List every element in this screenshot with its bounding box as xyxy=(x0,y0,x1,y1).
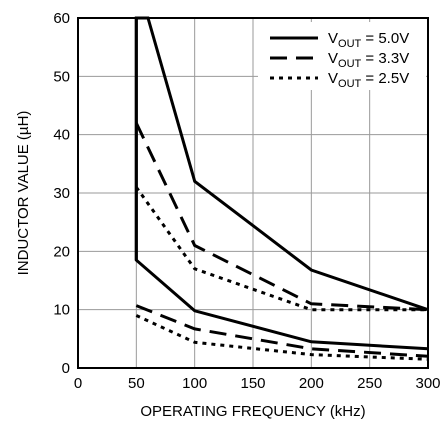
x-tick-label: 100 xyxy=(182,375,207,392)
legend-background xyxy=(258,22,426,90)
x-axis-label: OPERATING FREQUENCY (kHz) xyxy=(140,403,365,420)
y-tick-label: 30 xyxy=(53,185,70,202)
x-tick-label: 0 xyxy=(74,375,82,392)
y-tick-labels: 0 10 20 30 40 50 60 xyxy=(53,10,70,377)
x-tick-label: 50 xyxy=(128,375,145,392)
y-tick-label: 10 xyxy=(53,302,70,319)
series-line-2-lower xyxy=(135,304,429,358)
y-tick-label: 60 xyxy=(53,10,70,27)
x-tick-label: 300 xyxy=(415,375,440,392)
y-axis-label: INDUCTOR VALUE (µH) xyxy=(15,111,32,276)
x-tick-label: 250 xyxy=(357,375,382,392)
legend-label: VOUT = 2.5V xyxy=(328,70,409,90)
y-tick-label: 40 xyxy=(53,127,70,144)
x-tick-label: 200 xyxy=(299,375,324,392)
y-tick-label: 20 xyxy=(53,243,70,260)
legend-label: VOUT = 5.0V xyxy=(328,30,409,50)
y-tick-label: 0 xyxy=(62,360,70,377)
y-tick-label: 50 xyxy=(53,68,70,85)
series-line-1-lower xyxy=(134,18,429,351)
series-layer xyxy=(134,16,429,361)
plot-frame xyxy=(77,17,429,369)
series-line-3-lower xyxy=(135,314,429,361)
series-line-2-upper xyxy=(134,122,429,312)
x-tick-label: 150 xyxy=(240,375,265,392)
series-line-3-upper xyxy=(135,186,428,312)
x-tick-labels: 0 50 100 150 200 250 300 xyxy=(74,375,441,392)
legend-label: VOUT = 3.3V xyxy=(328,50,409,70)
